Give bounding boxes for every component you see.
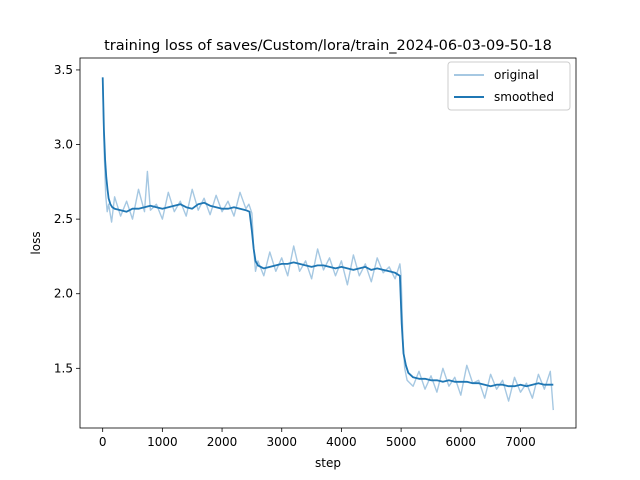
chart-title: training loss of saves/Custom/lora/train… xyxy=(104,38,552,54)
x-tick-label: 7000 xyxy=(505,435,536,449)
x-tick-label: 6000 xyxy=(446,435,477,449)
x-tick-label: 5000 xyxy=(386,435,417,449)
legend-label-original: original xyxy=(494,68,539,82)
y-tick-label: 2.5 xyxy=(54,212,73,226)
x-axis-label: step xyxy=(315,456,341,470)
series-line-original xyxy=(102,77,554,411)
x-tick-label: 4000 xyxy=(326,435,357,449)
series-line-smoothed xyxy=(101,77,554,388)
x-tick-label: 0 xyxy=(99,435,107,449)
y-tick-label: 3.5 xyxy=(54,63,73,77)
x-tick-label: 1000 xyxy=(147,435,178,449)
x-axis: 0 1000 2000 3000 4000 5000 6000 7000 xyxy=(99,428,536,449)
x-tick-label: 2000 xyxy=(207,435,238,449)
y-axis: 1.5 2.0 2.5 3.0 3.5 xyxy=(54,63,80,375)
y-axis-label: loss xyxy=(29,231,43,254)
x-tick-label: 3000 xyxy=(266,435,297,449)
y-tick-label: 3.0 xyxy=(54,138,73,152)
legend-label-smoothed: smoothed xyxy=(494,90,554,104)
plot-frame xyxy=(79,57,577,429)
series-layer xyxy=(101,77,554,411)
legend: original smoothed xyxy=(447,61,571,111)
y-tick-label: 2.0 xyxy=(54,287,73,301)
y-tick-label: 1.5 xyxy=(54,361,73,375)
